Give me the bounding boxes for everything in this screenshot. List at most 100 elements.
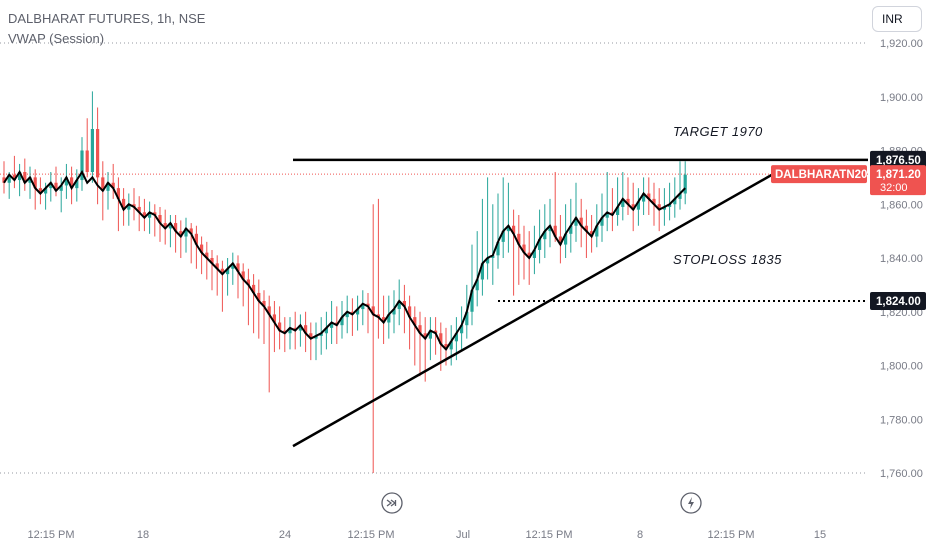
x-tick-label: 24: [279, 529, 291, 541]
candle: [231, 252, 235, 285]
candle: [512, 209, 516, 296]
candle: [517, 215, 521, 285]
candle: [246, 268, 250, 326]
x-tick-label: 12:15 PM: [27, 529, 74, 541]
candle: [574, 182, 578, 242]
candle: [278, 306, 282, 350]
candle: [501, 177, 505, 258]
candle: [371, 204, 375, 473]
candle: [470, 244, 474, 326]
candle: [475, 231, 479, 307]
candle: [252, 274, 256, 334]
candle: [668, 182, 672, 221]
candle: [142, 198, 146, 232]
drawing-layer: TARGET 1970 STOPLOSS 1835: [292, 124, 868, 448]
candle: [298, 314, 302, 347]
candle: [376, 198, 380, 339]
candle: [80, 137, 84, 191]
candle: [205, 241, 209, 280]
y-tick-label: 1,780.00: [880, 414, 923, 426]
candle: [85, 118, 89, 178]
candle: [387, 295, 391, 339]
candle: [262, 290, 266, 344]
price-axis[interactable]: 1,920.001,900.001,880.001,860.001,840.00…: [880, 38, 923, 480]
currency-button[interactable]: INR: [872, 6, 922, 32]
candle: [460, 306, 464, 350]
candle: [18, 163, 22, 197]
candle: [241, 263, 245, 307]
candle: [127, 193, 131, 226]
annotation-target[interactable]: TARGET 1970: [673, 124, 763, 139]
x-tick-label: 18: [137, 529, 149, 541]
candle: [106, 172, 110, 210]
event-icons[interactable]: [381, 492, 702, 514]
candle: [200, 236, 204, 275]
candle: [506, 182, 510, 253]
x-tick-label: 12:15 PM: [707, 529, 754, 541]
x-tick-label: Jul: [456, 529, 470, 541]
vwap-line: [3, 169, 686, 351]
candle: [174, 215, 178, 253]
candle: [642, 177, 646, 215]
candle: [408, 295, 412, 350]
svg-text:1,876.50: 1,876.50: [876, 155, 921, 167]
price-badges: 1,876.50 1,824.00 DALBHARATN20241,871.2032…: [771, 150, 926, 310]
skip-forward-icon[interactable]: [381, 492, 403, 514]
candle: [553, 172, 557, 242]
candle: [631, 182, 635, 232]
candle: [314, 322, 318, 361]
candle: [116, 177, 120, 232]
candle: [428, 317, 432, 361]
y-tick-label: 1,840.00: [880, 253, 923, 265]
candle: [491, 204, 495, 285]
candle: [226, 258, 230, 296]
annotation-stoploss[interactable]: STOPLOSS 1835: [673, 252, 782, 267]
time-axis[interactable]: 12:15 PM 18 24 12:15 PM Jul 12:15 PM 8 12:15 PM…: [27, 529, 826, 541]
y-tick-label: 1,760.00: [880, 468, 923, 480]
candle: [179, 220, 183, 258]
symbol-badge: DALBHARATN2024: [771, 165, 881, 184]
candle: [683, 161, 687, 205]
candle: [189, 223, 193, 264]
candle: [610, 188, 614, 232]
stoploss-price-badge: 1,824.00: [870, 292, 926, 310]
candle: [647, 177, 651, 215]
candle: [418, 311, 422, 377]
svg-text:1,871.20: 1,871.20: [876, 169, 921, 181]
y-tick-label: 1,800.00: [880, 361, 923, 373]
y-tick-label: 1,920.00: [880, 38, 923, 50]
y-tick-label: 1,860.00: [880, 199, 923, 211]
candle: [538, 209, 542, 264]
x-tick-label: 8: [637, 529, 643, 541]
candle: [584, 209, 588, 258]
candle: [148, 201, 152, 234]
candle: [496, 193, 500, 269]
candle: [434, 317, 438, 355]
trendline[interactable]: [292, 173, 774, 448]
indicator-label[interactable]: VWAP (Session): [8, 31, 105, 46]
candle: [480, 198, 484, 296]
candle: [90, 91, 94, 183]
candle: [12, 155, 16, 189]
lightning-icon[interactable]: [680, 492, 702, 514]
candle: [59, 177, 63, 213]
candle: [215, 255, 219, 296]
candle: [236, 255, 240, 299]
candle: [621, 172, 625, 221]
candle: [283, 317, 287, 353]
chart-title: DALBHARAT FUTURES, 1h, NSE: [8, 11, 206, 26]
candle: [558, 215, 562, 264]
candle: [449, 325, 453, 366]
candle: [392, 290, 396, 334]
resistance-price-badge: 1,876.50: [870, 150, 926, 169]
candle: [590, 215, 594, 253]
y-tick-label: 1,900.00: [880, 92, 923, 104]
candle: [210, 249, 214, 291]
candle: [564, 204, 568, 258]
candle: [194, 225, 198, 269]
candle: [111, 163, 115, 199]
svg-text:1,824.00: 1,824.00: [876, 296, 921, 308]
candle: [132, 188, 136, 221]
